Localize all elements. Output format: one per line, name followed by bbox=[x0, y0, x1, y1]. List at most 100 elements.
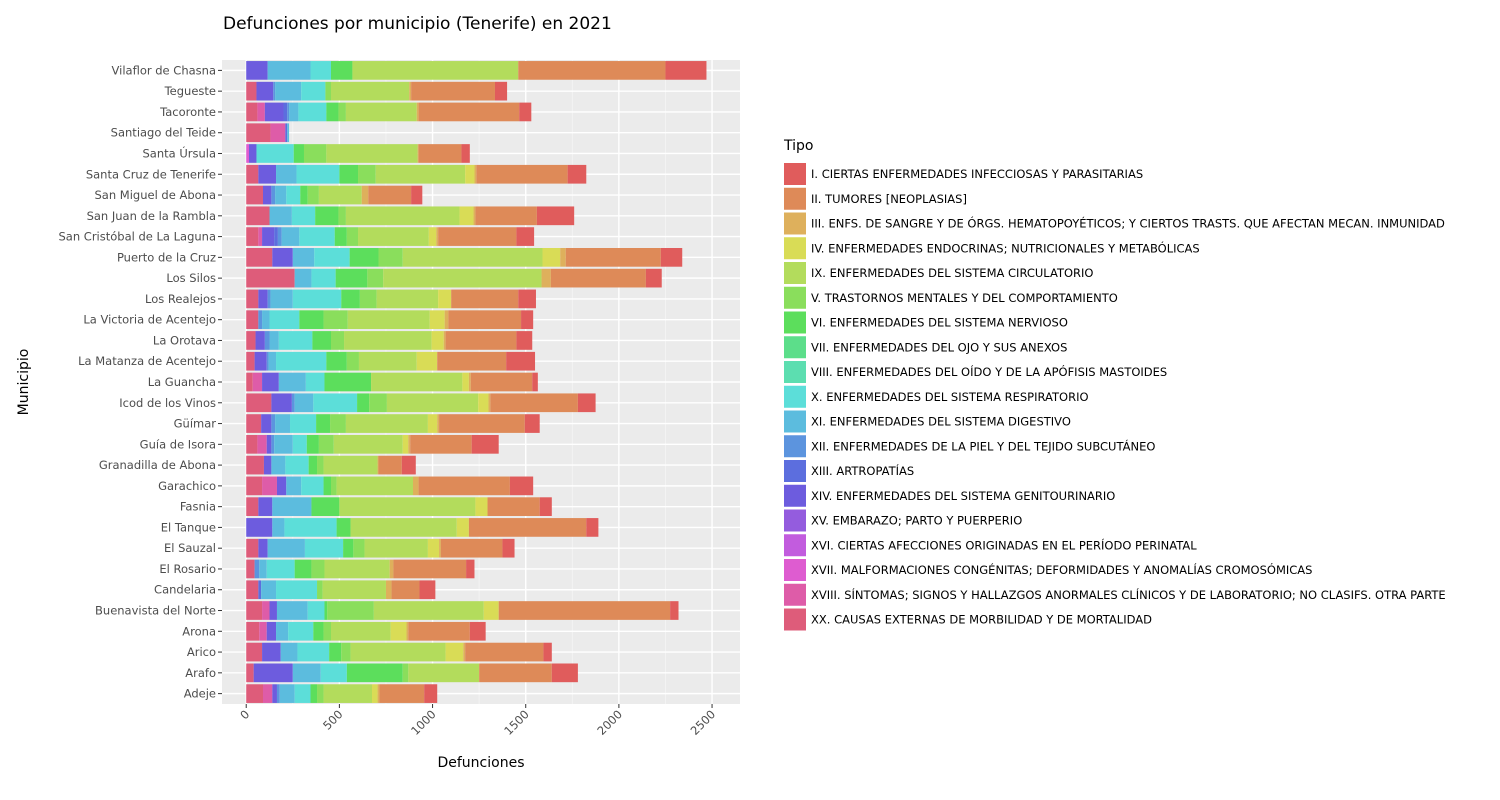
legend: Tipo I. CIERTAS ENFERMEDADES INFECCIOSAS… bbox=[783, 138, 1446, 631]
bar-segment bbox=[418, 476, 510, 496]
bar-segment bbox=[451, 289, 519, 309]
bar-segment bbox=[246, 414, 262, 433]
bar-segment bbox=[258, 164, 277, 184]
x-tick-label: 0 bbox=[237, 707, 252, 722]
bar-segment bbox=[462, 372, 469, 392]
legend-swatch bbox=[784, 361, 806, 383]
bar-segment bbox=[323, 684, 372, 703]
bar-segment bbox=[379, 684, 425, 703]
bar-segment bbox=[256, 81, 274, 101]
bar-segment bbox=[246, 455, 264, 475]
bar-segment bbox=[331, 61, 353, 80]
y-tick-label: Tegueste bbox=[164, 84, 216, 98]
legend-label: XIII. ARTROPATÍAS bbox=[811, 463, 914, 478]
bar-segment bbox=[271, 414, 276, 433]
bars bbox=[246, 61, 707, 703]
bar-segment bbox=[272, 248, 293, 267]
bar-segment bbox=[277, 227, 282, 246]
bar-segment bbox=[299, 227, 335, 246]
bar-segment bbox=[338, 102, 346, 122]
legend-swatch bbox=[784, 336, 806, 359]
bar-segment bbox=[331, 81, 410, 101]
bar-segment bbox=[352, 61, 519, 80]
bar-segment bbox=[292, 434, 307, 454]
bar-segment bbox=[445, 331, 517, 350]
legend-label: IV. ENFERMEDADES ENDOCRINAS; NUTRICIONAL… bbox=[811, 240, 1200, 255]
bar-segment bbox=[470, 372, 533, 392]
bar-segment bbox=[333, 434, 403, 454]
bar-segment bbox=[444, 310, 449, 330]
bar-segment bbox=[272, 684, 277, 703]
bar-segment bbox=[439, 538, 441, 558]
bar-segment bbox=[269, 310, 300, 330]
bar-segment bbox=[393, 559, 467, 579]
bar-segment bbox=[448, 310, 522, 330]
bar-segment bbox=[461, 144, 470, 163]
bar-segment bbox=[346, 351, 359, 371]
bar-segment bbox=[345, 102, 417, 122]
bar-segment bbox=[270, 123, 286, 143]
bar-segment bbox=[476, 164, 568, 184]
bar-segment bbox=[391, 580, 420, 600]
bar-segment bbox=[314, 248, 350, 267]
bar-segment bbox=[373, 601, 484, 620]
bar-segment bbox=[262, 227, 275, 246]
bar-segment bbox=[524, 414, 540, 433]
bar-segment bbox=[409, 81, 412, 101]
y-tick-label: San Juan de la Rambla bbox=[87, 209, 216, 223]
bar-segment bbox=[670, 601, 679, 620]
legend-swatch bbox=[784, 608, 806, 631]
bar-segment bbox=[488, 393, 491, 413]
bar-segment bbox=[339, 164, 359, 184]
bar-segment bbox=[274, 434, 293, 454]
bar-segment bbox=[339, 497, 476, 516]
bar-segment bbox=[318, 185, 362, 205]
bar-segment bbox=[246, 351, 255, 371]
bar-segment bbox=[402, 434, 409, 454]
bar-segment bbox=[292, 663, 321, 683]
bar-segment bbox=[271, 393, 292, 413]
legend-label: V. TRASTORNOS MENTALES Y DEL COMPORTAMIE… bbox=[811, 291, 1118, 305]
y-axis-title: Municipio bbox=[16, 349, 32, 416]
bar-segment bbox=[266, 434, 272, 454]
bar-segment bbox=[278, 331, 313, 350]
bar-segment bbox=[402, 248, 543, 267]
bar-segment bbox=[258, 310, 263, 330]
bar-segment bbox=[577, 393, 596, 413]
bar-segment bbox=[276, 580, 318, 600]
legend-label: XVI. CIERTAS AFECCIONES ORIGINADAS EN EL… bbox=[811, 537, 1197, 552]
bar-segment bbox=[290, 414, 317, 433]
bar-segment bbox=[246, 559, 255, 579]
bar-segment bbox=[297, 642, 330, 662]
bar-segment bbox=[445, 642, 464, 662]
bar-segment bbox=[350, 642, 446, 662]
bar-segment bbox=[286, 476, 302, 496]
bar-segment bbox=[303, 144, 327, 163]
bar-segment bbox=[431, 331, 444, 350]
bar-segment bbox=[331, 621, 391, 641]
bar-segment bbox=[665, 61, 707, 80]
bar-segment bbox=[292, 289, 342, 309]
bar-segment bbox=[389, 559, 394, 579]
y-tick-label: El Rosario bbox=[159, 562, 216, 576]
bar-segment bbox=[271, 185, 276, 205]
bar-segment bbox=[255, 331, 265, 350]
legend-label: XX. CAUSAS EXTERNAS DE MORBILIDAD Y DE M… bbox=[811, 613, 1152, 627]
bar-segment bbox=[331, 476, 337, 496]
bar-segment bbox=[465, 642, 544, 662]
bar-segment bbox=[271, 434, 275, 454]
bar-segment bbox=[293, 144, 304, 163]
bar-segment bbox=[429, 310, 445, 330]
y-tick-label: La Victoria de Acentejo bbox=[83, 313, 216, 327]
bar-segment bbox=[305, 372, 325, 392]
chart-title: Defunciones por municipio (Tenerife) en … bbox=[223, 14, 612, 34]
bar-segment bbox=[246, 102, 258, 122]
legend-swatch bbox=[784, 311, 806, 334]
bar-segment bbox=[246, 331, 256, 350]
bar-segment bbox=[294, 393, 314, 413]
bar-segment bbox=[280, 642, 298, 662]
bar-segment bbox=[428, 227, 437, 246]
legend-label: II. TUMORES [NEOPLASIAS] bbox=[811, 192, 967, 206]
bar-segment bbox=[361, 185, 369, 205]
y-tick-label: Icod de los Vinos bbox=[119, 396, 216, 410]
